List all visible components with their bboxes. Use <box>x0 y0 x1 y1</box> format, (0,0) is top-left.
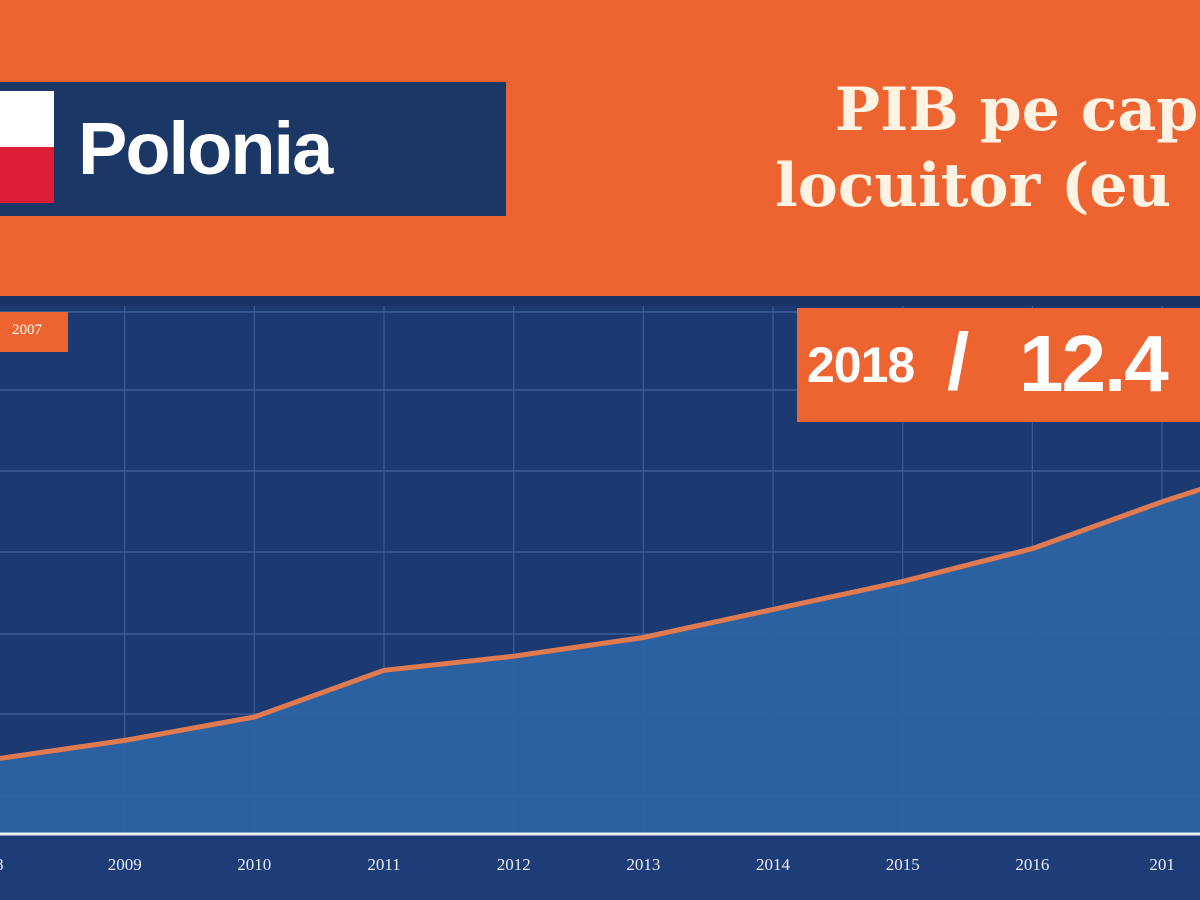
x-tick-label-5: 2013 <box>626 855 660 874</box>
start-year-text: 2007 <box>12 322 42 338</box>
x-tick-label-4: 2012 <box>497 855 531 874</box>
x-tick-label-7: 2015 <box>886 855 920 874</box>
chart-title: PIB pe cap locuitor (eu <box>775 72 1200 224</box>
x-tick-label-0: 08 <box>0 855 4 874</box>
series-line <box>0 486 1200 761</box>
x-axis-strip <box>0 834 1200 900</box>
x-tick-label-1: 2009 <box>108 855 142 874</box>
country-label-box <box>0 82 506 216</box>
start-year-badge: 2007 <box>0 312 68 352</box>
highlight-value-badge: 2018 / 12.4 <box>797 308 1200 422</box>
series-area <box>0 489 1200 834</box>
x-tick-label-2: 2010 <box>237 855 271 874</box>
x-tick-label-3: 2011 <box>367 855 400 874</box>
x-tick-label-9: 201 <box>1149 855 1175 874</box>
country-name: Polonia <box>78 107 333 190</box>
chart-title-line-1: PIB pe cap <box>835 75 1199 145</box>
highlight-year: 2018 <box>807 337 915 393</box>
highlight-slash: / <box>947 317 970 406</box>
gdp-area-chart: 08 2009 2010 2011 2012 2013 2014 2015 2016 201 <box>0 296 1200 900</box>
highlight-value: 12.4 <box>1019 319 1169 408</box>
x-tick-label-6: 2014 <box>756 855 791 874</box>
flag-red-stripe <box>0 147 54 203</box>
poland-flag <box>0 91 54 203</box>
x-tick-label-8: 2016 <box>1015 855 1049 874</box>
flag-white-stripe <box>0 91 54 147</box>
chart-title-line-2: locuitor (eu <box>775 151 1172 221</box>
plot-top-band <box>0 296 1200 306</box>
